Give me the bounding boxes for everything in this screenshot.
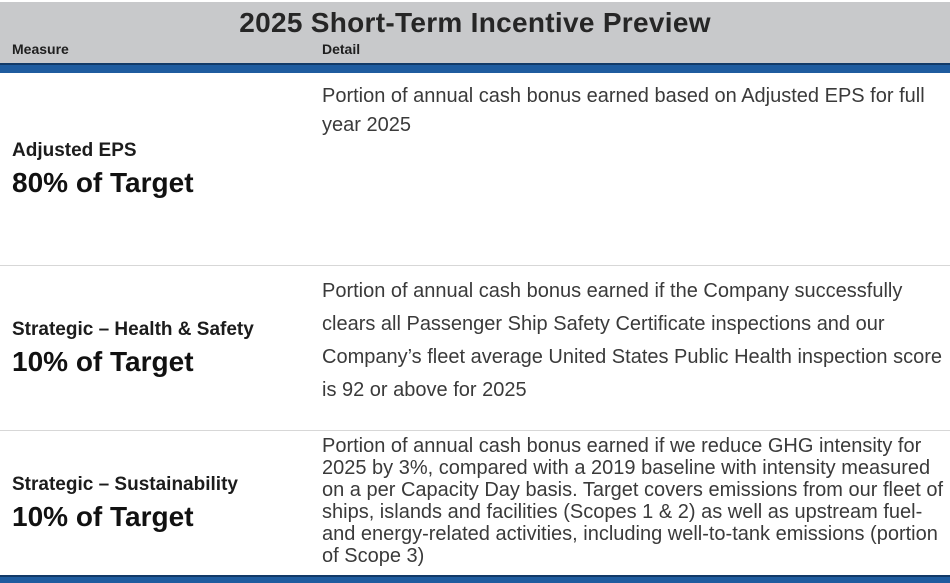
page-title: 2025 Short-Term Incentive Preview — [239, 7, 711, 38]
table-body: Adjusted EPS 80% of Target Portion of an… — [0, 73, 950, 575]
measure-cell: Strategic – Health & Safety 10% of Targe… — [12, 266, 322, 430]
measure-cell: Strategic – Sustainability 10% of Target — [12, 431, 322, 575]
column-header-detail: Detail — [322, 41, 361, 57]
measure-target: 10% of Target — [12, 346, 194, 377]
column-header-row: Measure Detail — [0, 41, 950, 57]
table-row-health-safety: Strategic – Health & Safety 10% of Targe… — [0, 266, 950, 431]
table-row-adjusted-eps: Adjusted EPS 80% of Target Portion of an… — [0, 73, 950, 266]
table-row-sustainability: Strategic – Sustainability 10% of Target… — [0, 431, 950, 575]
detail-text: Portion of annual cash bonus earned if t… — [322, 280, 942, 401]
measure-cell: Adjusted EPS 80% of Target — [12, 73, 322, 265]
table-header: 2025 Short-Term Incentive Preview Measur… — [0, 2, 950, 63]
measure-target: 80% of Target — [12, 167, 194, 198]
header-accent-bar — [0, 63, 950, 73]
column-header-measure: Measure — [12, 41, 69, 57]
measure-name: Strategic – Sustainability — [12, 474, 238, 495]
measure-target: 10% of Target — [12, 501, 194, 532]
footer-accent-bar — [0, 575, 950, 583]
detail-text: Portion of annual cash bonus earned if w… — [322, 435, 944, 567]
detail-text: Portion of annual cash bonus earned base… — [322, 85, 925, 136]
measure-name: Adjusted EPS — [12, 140, 137, 161]
measure-name: Strategic – Health & Safety — [12, 319, 254, 340]
